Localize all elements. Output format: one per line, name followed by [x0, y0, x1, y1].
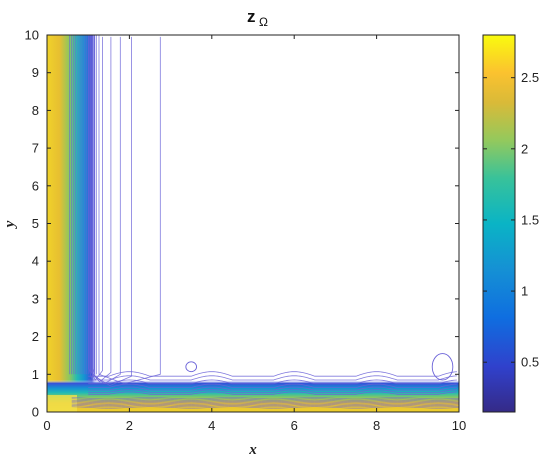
y-tick-label: 7 — [32, 141, 39, 156]
colorbar — [482, 34, 516, 413]
contour-line — [98, 35, 161, 385]
contour-line — [88, 379, 457, 385]
y-axis-ticks: 0 1 2 3 4 5 6 7 8 9 10 — [25, 28, 459, 420]
plot-area — [47, 35, 459, 412]
chart-title-main: z — [247, 7, 256, 26]
contour-line — [88, 391, 457, 395]
x-tick-label: 6 — [291, 418, 298, 433]
contour-loop — [185, 361, 198, 373]
contour-line — [71, 403, 459, 406]
y-tick-label: 10 — [25, 28, 39, 43]
corner-highlight — [47, 395, 77, 412]
contour-line — [88, 389, 457, 393]
contour-line — [71, 402, 459, 405]
x-tick-label: 4 — [208, 418, 215, 433]
y-tick-label: 0 — [32, 405, 39, 420]
y-tick-label: 4 — [32, 254, 39, 269]
contour-line — [88, 371, 457, 377]
x-tick-label: 2 — [126, 418, 133, 433]
plot-background — [47, 35, 459, 412]
contour-loop — [431, 353, 454, 381]
contour-line — [88, 383, 457, 388]
y-tick-label: 5 — [32, 216, 39, 231]
contour-line — [94, 35, 132, 387]
contour-lines — [69, 35, 459, 409]
x-tick-label: 0 — [43, 418, 50, 433]
colorbar-tick-label: 2.5 — [521, 70, 539, 85]
contour-line — [71, 406, 459, 409]
contour-line — [71, 399, 459, 402]
colorbar-tick-label: 2 — [521, 141, 528, 156]
x-tick-label: 8 — [373, 418, 380, 433]
y-tick-label: 1 — [32, 367, 39, 382]
y-tick-label: 3 — [32, 291, 39, 306]
contour-line — [71, 405, 459, 408]
y-tick-label: 9 — [32, 65, 39, 80]
contour-line — [88, 386, 457, 391]
contour-line — [71, 398, 459, 401]
contour-line — [88, 375, 457, 381]
contour-line — [91, 35, 112, 383]
contour-line — [71, 401, 459, 404]
colorbar-ticks: 0.5 1 1.5 2 2.5 — [483, 70, 539, 370]
y-tick-label: 2 — [32, 329, 39, 344]
y-tick-label: 6 — [32, 178, 39, 193]
chart-title-subscript: Ω — [259, 15, 268, 29]
x-axis-label: x — [248, 442, 257, 458]
chart-title: z Ω — [247, 7, 268, 29]
colorbar-tick-label: 1.5 — [521, 212, 539, 227]
colorbar-tick-label: 0.5 — [521, 355, 539, 370]
x-tick-label: 10 — [452, 418, 466, 433]
contour-line — [71, 397, 459, 400]
colorbar-tick-label: 1 — [521, 284, 528, 299]
x-axis-ticks: 0 2 4 6 8 10 — [43, 35, 466, 433]
y-axis-label: y — [2, 220, 18, 229]
y-tick-label: 8 — [32, 103, 39, 118]
